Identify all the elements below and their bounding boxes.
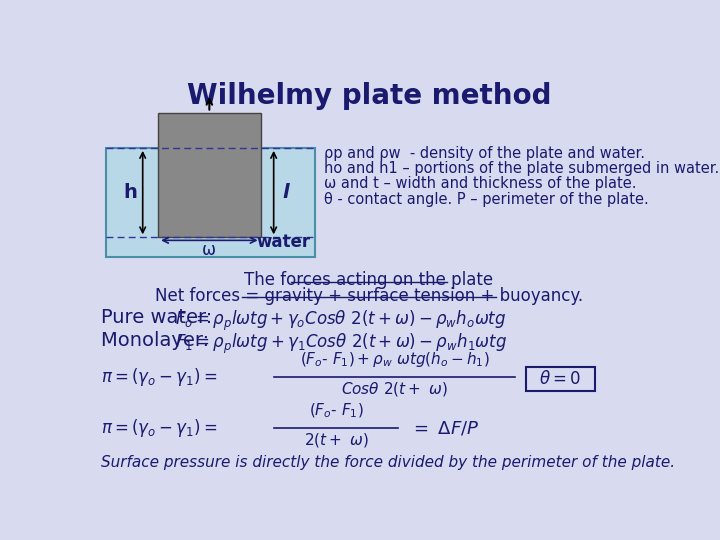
Text: ρp and ρw  - density of the plate and water.: ρp and ρw - density of the plate and wat… [324,146,645,161]
FancyBboxPatch shape [526,367,595,392]
Text: $F_o = \rho_p l\omega tg + \gamma_o Cos\theta\ 2(t+\omega) - \rho_w h_o\omega tg: $F_o = \rho_p l\omega tg + \gamma_o Cos\… [175,309,507,333]
Text: $\theta = 0$: $\theta = 0$ [539,370,582,388]
Text: $F_1 = \rho_p l\omega tg + \gamma_1 Cos\theta\ 2(t+\omega) - \rho_w h_1\omega tg: $F_1 = \rho_p l\omega tg + \gamma_1 Cos\… [175,332,508,356]
Text: Pure water:: Pure water: [101,308,225,327]
Bar [158,112,261,237]
Text: Monolayer:: Monolayer: [101,331,222,350]
Text: The forces acting on the plate: The forces acting on the plate [244,271,494,289]
Text: $(F_o\text{- }F_1) + \rho_w\ \omega tg(h_o - h_1)$: $(F_o\text{- }F_1) + \rho_w\ \omega tg(h… [300,350,490,369]
Text: θ - contact angle. P – perimeter of the plate.: θ - contact angle. P – perimeter of the … [324,192,649,207]
Text: $\pi = (\gamma_o - \gamma_1) = $: $\pi = (\gamma_o - \gamma_1) = $ [101,367,217,388]
Text: $=\ \Delta F/P$: $=\ \Delta F/P$ [410,419,480,437]
Text: Surface pressure is directly the force divided by the perimeter of the plate.: Surface pressure is directly the force d… [101,455,675,470]
Text: water: water [256,233,310,251]
Text: ω: ω [202,241,216,259]
Text: h: h [123,183,138,202]
Text: ω and t – width and thickness of the plate.: ω and t – width and thickness of the pla… [324,177,636,192]
Bar [106,148,315,257]
Text: Wilhelmy plate method: Wilhelmy plate method [186,82,552,110]
Text: Net forces = gravity + surface tension + buoyancy.: Net forces = gravity + surface tension +… [155,287,583,305]
Text: $(F_o\text{- }F_1)$: $(F_o\text{- }F_1)$ [309,401,364,420]
Text: l: l [282,183,289,202]
Text: $2(t+\ \omega)$: $2(t+\ \omega)$ [304,430,369,449]
Text: $\pi = (\gamma_o - \gamma_1) = $: $\pi = (\gamma_o - \gamma_1) = $ [101,417,217,439]
Text: ho and h1 – portions of the plate submerged in water.: ho and h1 – portions of the plate submer… [324,161,719,176]
Text: $Cos\theta\ 2(t+\ \omega)$: $Cos\theta\ 2(t+\ \omega)$ [341,380,448,398]
